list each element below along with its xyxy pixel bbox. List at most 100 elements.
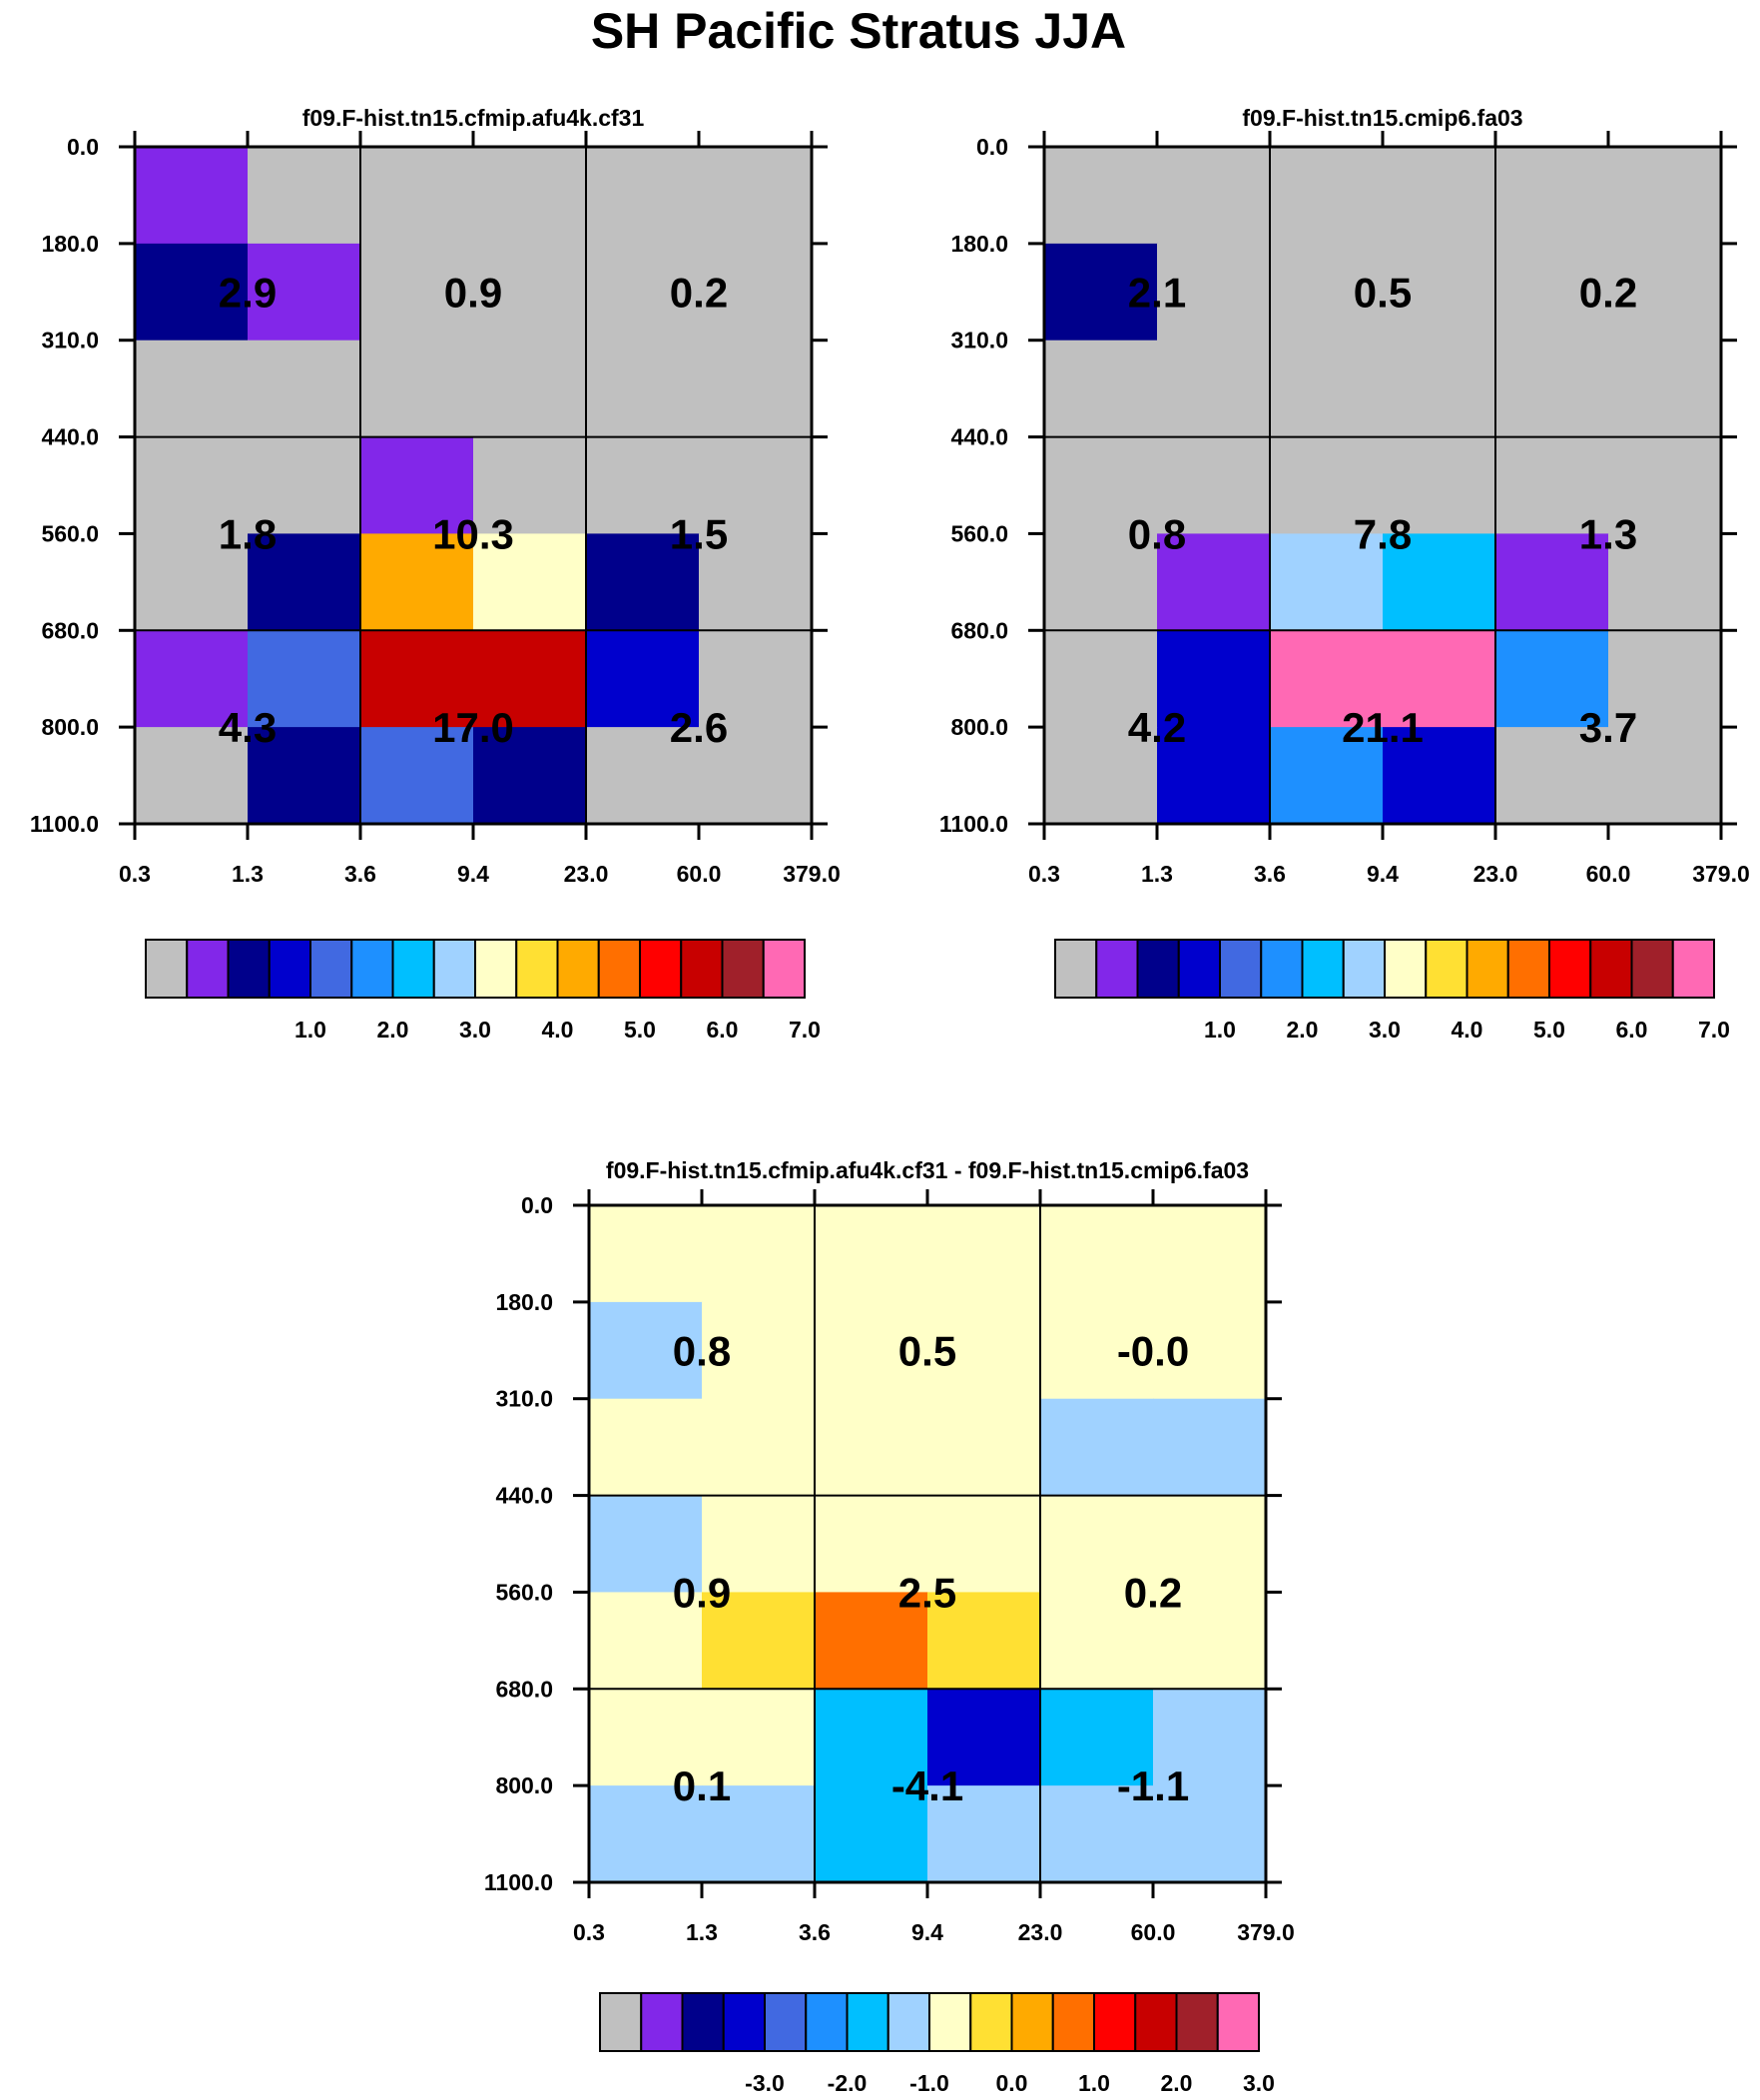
- heatmap-cell: [1608, 243, 1722, 342]
- y-tick-label: 1100.0: [30, 811, 99, 837]
- x-tick-label: 1.3: [686, 1919, 718, 1945]
- heatmap-cell: [248, 630, 361, 728]
- y-axis: 0.0 180.0 310.0 440.0 560.0 680.0 800.0 1100.0: [30, 134, 828, 837]
- x-tick-label: 3.6: [799, 1919, 831, 1945]
- heatmap-cell: [1153, 1398, 1267, 1497]
- heatmap-cells: [589, 1205, 1267, 1883]
- x-tick-label: 0.3: [119, 861, 151, 887]
- heatmap-cell: [699, 630, 813, 728]
- colorbar-swatch: [309, 939, 353, 999]
- heatmap-cell: [1157, 533, 1271, 631]
- y-tick-label: 1100.0: [484, 1869, 553, 1895]
- heatmap-cell: [815, 1301, 928, 1400]
- heatmap-cell: [927, 1689, 1041, 1786]
- block-dividers: [589, 1205, 1266, 1882]
- heatmap-panel-1: f09.F-hist.tn15.cfmip.afu4k.cf31 0.0 180.0…: [30, 105, 841, 1043]
- colorbar-swatch: [680, 939, 724, 999]
- block-value-label: 2.6: [670, 704, 728, 751]
- heatmap-cell: [1270, 243, 1384, 342]
- colorbar-swatch: [1671, 939, 1715, 999]
- heatmap-cell: [1495, 340, 1609, 438]
- x-tick-label: 60.0: [677, 861, 722, 887]
- heatmap-cell: [1044, 727, 1158, 825]
- colorbar-swatch: [1051, 1992, 1095, 2052]
- colorbar-swatch: [681, 1992, 725, 2052]
- heatmap-cells: [1044, 147, 1722, 825]
- heatmap-cell: [248, 727, 361, 825]
- colorbar-label: -3.0: [745, 2070, 785, 2096]
- x-tick-label: 379.0: [1692, 861, 1750, 887]
- colorbar-label: 4.0: [1452, 1017, 1483, 1043]
- heatmap-cell: [699, 243, 813, 342]
- y-tick-label: 800.0: [495, 1772, 553, 1798]
- heatmap-cell: [586, 533, 700, 631]
- colorbar-swatch: [1260, 939, 1304, 999]
- colorbar-swatch: [145, 939, 189, 999]
- x-tick-label: 379.0: [1237, 1919, 1295, 1945]
- heatmap-cell: [702, 1398, 816, 1497]
- x-tick-label: 23.0: [564, 861, 609, 887]
- heatmap-cell: [1044, 147, 1158, 245]
- heatmap-cell: [589, 1689, 703, 1786]
- heatmap-cell: [360, 630, 474, 728]
- colorbar-label: 2.0: [377, 1017, 409, 1043]
- colorbar: 1.0 2.0 3.0 4.0 5.0 6.0 7.0: [1054, 939, 1730, 1043]
- heatmap-cell: [1040, 1785, 1154, 1883]
- y-tick-label: 560.0: [41, 520, 99, 546]
- heatmap-cell: [473, 243, 587, 342]
- colorbar-swatch: [227, 939, 271, 999]
- x-tick-label: 9.4: [457, 861, 489, 887]
- heatmap-cell: [1044, 533, 1158, 631]
- colorbar-swatch: [1466, 939, 1509, 999]
- colorbar-label: 5.0: [624, 1017, 656, 1043]
- y-tick-label: 310.0: [950, 328, 1008, 353]
- heatmap-cell: [1044, 243, 1158, 342]
- colorbar-label: 2.0: [1287, 1017, 1319, 1043]
- colorbar-swatch: [1219, 939, 1263, 999]
- heatmap-cell: [1153, 1205, 1267, 1303]
- heatmap-cell: [927, 1785, 1041, 1883]
- heatmap-cell: [815, 1205, 928, 1303]
- heatmap-cell: [135, 533, 249, 631]
- heatmap-cell: [1153, 1592, 1267, 1690]
- heatmap-cell: [1495, 147, 1609, 245]
- heatmap-cell: [815, 1689, 928, 1786]
- heatmap-cell: [586, 243, 700, 342]
- colorbar-swatch: [1216, 1992, 1260, 2052]
- heatmap-cell: [589, 1592, 703, 1690]
- heatmap-cell: [1608, 533, 1722, 631]
- x-tick-label: 9.4: [1367, 861, 1399, 887]
- block-values: 0.8 0.5 -0.0 0.9 2.5 0.2 0.1 -4.1 -1.1: [673, 1327, 1189, 1809]
- block-value-label: 2.1: [1128, 269, 1186, 316]
- block-value-label: 10.3: [432, 510, 514, 557]
- heatmap-cell: [702, 1495, 816, 1594]
- heatmap-cell: [1608, 630, 1722, 728]
- heatmap-cell: [1495, 243, 1609, 342]
- colorbar-swatch: [1630, 939, 1674, 999]
- heatmap-cell: [473, 630, 587, 728]
- heatmap-cell: [1608, 147, 1722, 245]
- heatmap-cell: [135, 630, 249, 728]
- colorbar-label: 6.0: [707, 1017, 739, 1043]
- heatmap-cell: [360, 340, 474, 438]
- block-value-label: 1.3: [1579, 510, 1637, 557]
- block-value-label: 7.8: [1354, 510, 1412, 557]
- heatmap-cell: [1383, 436, 1496, 535]
- heatmap-cell: [360, 727, 474, 825]
- colorbar-swatch: [1136, 939, 1180, 999]
- heatmap-cell: [589, 1301, 703, 1400]
- colorbar-swatch: [268, 939, 311, 999]
- heatmap-cell: [1153, 1301, 1267, 1400]
- y-tick-label: 440.0: [41, 424, 99, 450]
- heatmap-cell: [815, 1495, 928, 1594]
- heatmap-cell: [135, 340, 249, 438]
- colorbar-label: -1.0: [909, 2070, 949, 2096]
- heatmap-cell: [1044, 340, 1158, 438]
- colorbar-swatch: [1054, 939, 1098, 999]
- block-value-label: 0.1: [673, 1762, 731, 1809]
- heatmap-cell: [702, 1592, 816, 1690]
- y-tick-label: 180.0: [41, 231, 99, 257]
- heatmap-cell: [815, 1398, 928, 1497]
- heatmap-cell: [699, 436, 813, 535]
